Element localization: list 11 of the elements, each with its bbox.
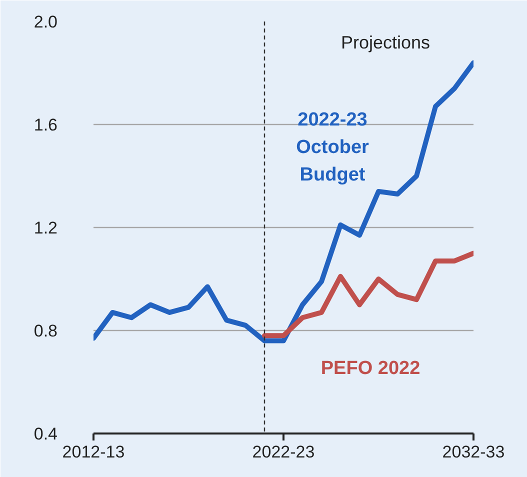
y-tick-label: 1.6 bbox=[34, 116, 58, 134]
annotation: Projections bbox=[340, 32, 430, 52]
x-tick-label: 2032-33 bbox=[442, 442, 505, 462]
x-tick-label: 2022-23 bbox=[252, 442, 315, 462]
series-label: 2022-23 October Budget bbox=[296, 110, 370, 186]
y-tick-label: 1.2 bbox=[34, 218, 58, 238]
y-tick-label: 0.4 bbox=[34, 424, 58, 444]
text: PEFO 2022 bbox=[320, 358, 420, 379]
y-tick-label: 2.0 bbox=[34, 12, 58, 32]
x-tick-label: 2012-13 bbox=[62, 442, 125, 462]
y-tick-label: 0.8 bbox=[34, 322, 58, 340]
